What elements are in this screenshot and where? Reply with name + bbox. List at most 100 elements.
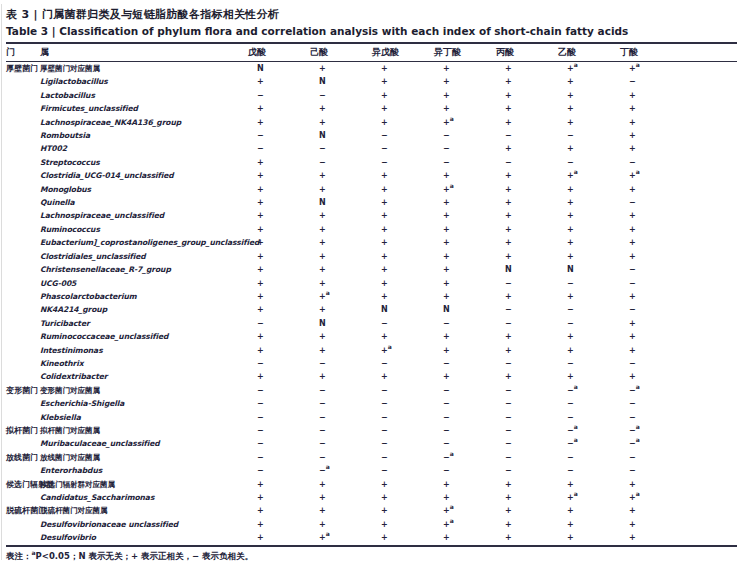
correlation-value-cell: + (558, 183, 620, 196)
correlation-value-cell: + (434, 250, 496, 263)
correlation-value-cell: −a (620, 437, 737, 450)
correlation-value-cell: + (496, 518, 558, 531)
correlation-value-cell: + (558, 196, 620, 209)
correlation-value-cell: − (434, 357, 496, 370)
correlation-value-cell: + (496, 183, 558, 196)
significance-superscript: a (574, 423, 578, 430)
phylum-cell: 变形菌门 (6, 384, 40, 424)
genus-cell: Desulfovibrionaceae unclassified (40, 518, 248, 531)
correlation-value-cell: N (248, 62, 310, 76)
correlation-value-cell: − (434, 424, 496, 437)
genus-cell: Monoglobus (40, 183, 248, 196)
correlation-value-cell: + (434, 531, 496, 545)
correlation-value-cell: + (434, 89, 496, 102)
correlation-value-cell: + (496, 478, 558, 491)
table-row: Quinella+N++++− (6, 196, 737, 209)
correlation-value-cell: − (372, 156, 434, 169)
correlation-value-cell: + (558, 290, 620, 303)
correlation-value-cell: + (620, 116, 737, 129)
significance-superscript: a (636, 61, 640, 68)
genus-cell: 候选门辐射群对应菌属 (40, 478, 248, 491)
phylum-cell: 拟杆菌门 (6, 424, 40, 451)
genus-cell: Romboutsia (40, 129, 248, 142)
significance-superscript: a (450, 504, 454, 511)
correlation-value-cell: + (310, 116, 372, 129)
genus-cell: Enterorhabdus (40, 464, 248, 477)
correlation-value-cell: + (620, 209, 737, 222)
table-row: 拟杆菌门拟杆菌门对应菌属−−−−−−a−a (6, 424, 737, 437)
correlation-value-cell: + (558, 370, 620, 383)
table-row: Muribaculaceae_unclassified−−−−−−a−a (6, 437, 737, 450)
genus-cell: Lactobacillus (40, 89, 248, 102)
correlation-value-cell: + (248, 75, 310, 88)
table-row: 变形菌门变形菌门对应菌属−−−−−−a−a (6, 384, 737, 397)
correlation-value-cell: − (434, 411, 496, 424)
correlation-value-cell: − (372, 142, 434, 155)
correlation-value-cell: + (310, 102, 372, 115)
table-row: Firmicutes_unclassified+++++++ (6, 102, 737, 115)
correlation-value-cell: + (372, 102, 434, 115)
correlation-value-cell: +a (620, 491, 737, 504)
correlation-value-cell: − (496, 303, 558, 316)
correlation-value-cell: + (434, 75, 496, 88)
correlation-value-cell: − (434, 397, 496, 410)
correlation-value-cell: − (558, 277, 620, 290)
correlation-value-cell: − (620, 196, 737, 209)
page-left-edge-line (1, 4, 2, 560)
correlation-value-cell: + (372, 290, 434, 303)
correlation-value-cell: + (496, 491, 558, 504)
correlation-value-cell: + (496, 116, 558, 129)
correlation-value-cell: + (372, 531, 434, 545)
correlation-value-cell: − (434, 464, 496, 477)
correlation-value-cell: − (496, 437, 558, 450)
correlation-value-cell: − (496, 464, 558, 477)
correlation-value-cell: + (248, 330, 310, 343)
correlation-value-cell: −a (434, 451, 496, 464)
correlation-value-cell: + (496, 89, 558, 102)
correlation-value-cell: − (620, 277, 737, 290)
significance-superscript: a (574, 490, 578, 497)
correlation-value-cell: + (558, 89, 620, 102)
correlation-value-cell: + (310, 303, 372, 316)
correlation-value-cell: +a (558, 491, 620, 504)
correlation-value-cell: + (558, 250, 620, 263)
correlation-value-cell: + (620, 290, 737, 303)
correlation-value-cell: + (496, 531, 558, 545)
significance-superscript: a (636, 169, 640, 176)
table-body: 厚壁菌门厚壁菌门对应菌属N+++++a+aLigilactobacillus+N… (6, 62, 737, 546)
correlation-value-cell: − (496, 156, 558, 169)
correlation-value-cell: + (372, 236, 434, 249)
correlation-value-cell: + (434, 209, 496, 222)
correlation-value-cell: + (496, 102, 558, 115)
table-row: Kineothrix−−−−−−− (6, 357, 737, 370)
significance-superscript: a (636, 383, 640, 390)
correlation-value-cell: − (310, 411, 372, 424)
paper-table-page: 表 3 | 门属菌群归类及与短链脂肪酸各指标相关性分析 Table 3 | Cl… (0, 0, 744, 563)
correlation-value-cell: + (558, 102, 620, 115)
correlation-value-cell: + (620, 518, 737, 531)
correlation-value-cell: + (620, 370, 737, 383)
correlation-value-cell: + (372, 263, 434, 276)
correlation-value-cell: + (620, 142, 737, 155)
correlation-value-cell: + (558, 142, 620, 155)
correlation-value-cell: N (558, 263, 620, 276)
correlation-value-cell: − (620, 357, 737, 370)
correlation-value-cell: − (310, 384, 372, 397)
correlation-value-cell: + (496, 330, 558, 343)
genus-cell: Phascolarctobacterium (40, 290, 248, 303)
correlation-value-cell: + (558, 236, 620, 249)
correlation-value-cell: N (372, 303, 434, 316)
correlation-value-cell: − (558, 129, 620, 142)
correlation-value-cell: − (434, 129, 496, 142)
correlation-value-cell: −a (558, 437, 620, 450)
table-row: Clostridia_UCG-014_unclassified++++++a+a (6, 169, 737, 182)
correlation-value-cell: −a (310, 464, 372, 477)
correlation-value-cell: − (310, 89, 372, 102)
correlation-value-cell: − (248, 397, 310, 410)
table-row: Lactobacillus−−+++++ (6, 89, 737, 102)
correlation-value-cell: + (310, 209, 372, 222)
table-row: Klebsiella−−−−−−− (6, 411, 737, 424)
correlation-value-cell: + (310, 263, 372, 276)
correlation-value-cell: − (372, 437, 434, 450)
table-row: UCG-005++++−−− (6, 277, 737, 290)
